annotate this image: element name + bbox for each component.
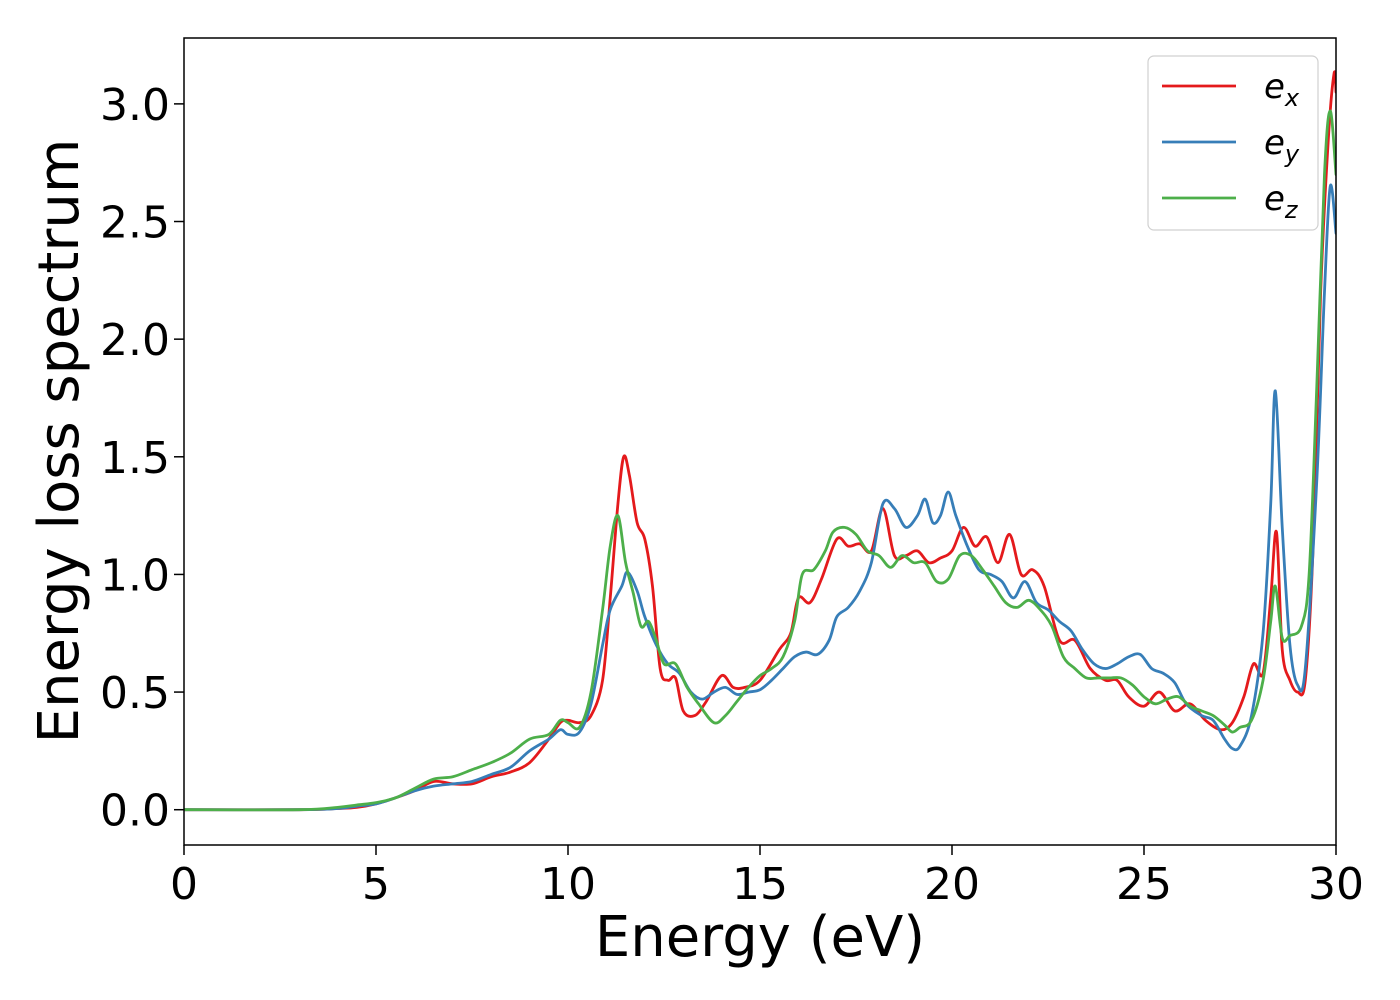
legend-label-x: ex [1264,67,1300,112]
x-tick-label-6: 30 [1308,859,1364,910]
legend-label-z: ez [1264,179,1299,224]
x-axis-title: Energy (eV) [595,905,925,970]
y-axis-ticks: 0.0 0.5 1.0 1.5 2.0 2.5 3.0 [100,80,184,837]
legend: ex ey ez [1147,55,1319,231]
x-tick-label-5: 25 [1116,859,1172,910]
x-axis-ticks: 0 5 10 15 20 25 30 [170,845,1364,910]
series-layer [184,70,1336,812]
y-tick-label-2: 1.0 [100,550,170,601]
x-tick-label-3: 15 [732,859,788,910]
y-tick-label-3: 1.5 [100,433,170,484]
x-tick-label-4: 20 [924,859,980,910]
series-line-z [184,109,1336,812]
legend-label-y: ey [1264,123,1300,168]
x-tick-label-1: 5 [362,859,390,910]
y-tick-label-0: 0.0 [100,786,170,837]
y-tick-label-4: 2.0 [100,315,170,366]
legend-item-x: ex [1162,67,1300,112]
x-tick-label-0: 0 [170,859,198,910]
x-tick-label-2: 10 [540,859,596,910]
y-tick-label-5: 2.5 [100,198,170,249]
y-tick-label-1: 0.5 [100,668,170,719]
series-line-y [184,183,1336,812]
legend-item-y: ey [1162,123,1300,168]
y-axis-title: Energy loss spectrum [27,139,92,744]
legend-item-z: ez [1162,179,1299,224]
y-tick-label-6: 3.0 [100,80,170,131]
